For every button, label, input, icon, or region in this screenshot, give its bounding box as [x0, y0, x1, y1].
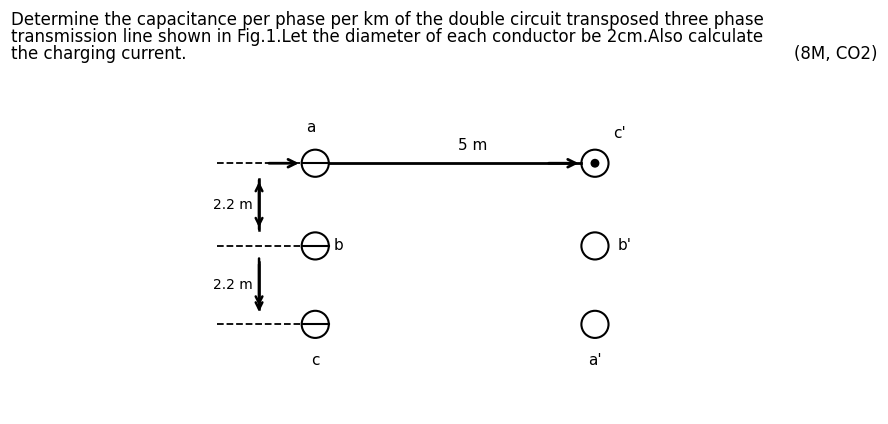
Text: (8M, CO2): (8M, CO2): [794, 45, 877, 62]
Text: a: a: [306, 120, 315, 135]
Text: the charging current.: the charging current.: [11, 45, 186, 62]
Text: b': b': [617, 238, 631, 254]
Text: 5 m: 5 m: [458, 138, 488, 153]
Text: a': a': [588, 353, 602, 368]
Ellipse shape: [591, 159, 599, 167]
Text: transmission line shown in Fig.1.Let the diameter of each conductor be 2cm.Also : transmission line shown in Fig.1.Let the…: [11, 28, 763, 45]
Text: c: c: [311, 353, 320, 368]
Text: b: b: [333, 238, 343, 254]
Text: 2.2 m: 2.2 m: [213, 198, 252, 212]
Text: Determine the capacitance per phase per km of the double circuit transposed thre: Determine the capacitance per phase per …: [11, 11, 764, 28]
Text: 2.2 m: 2.2 m: [213, 278, 252, 292]
Text: c': c': [613, 126, 626, 141]
